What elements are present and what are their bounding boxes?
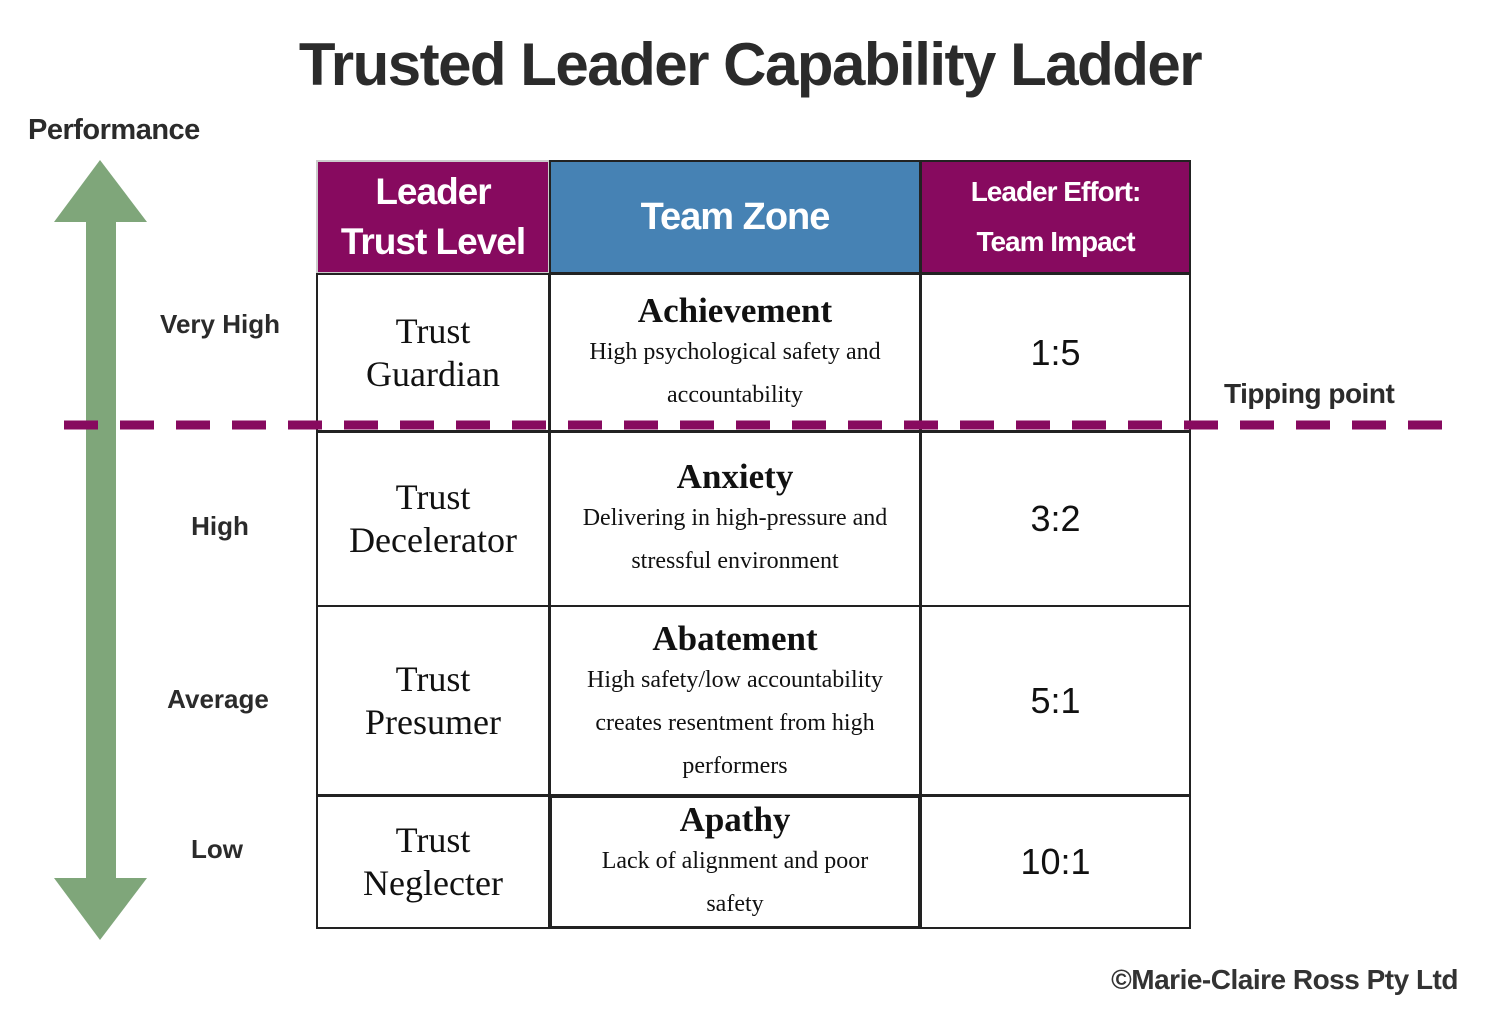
- zone-description: High psychological safety and accountabi…: [589, 339, 881, 408]
- level-very-high: Very High: [160, 309, 280, 339]
- header-team-zone: Team Zone: [549, 160, 921, 274]
- zone-description: Delivering in high-pressure and stressfu…: [582, 505, 888, 574]
- zone-name: Anxiety: [676, 457, 794, 496]
- copyright: ©Marie-Claire Ross Pty Ltd: [1111, 964, 1458, 995]
- team-zone-cell: Apathy Lack of alignment and poor safety: [549, 795, 921, 929]
- effort-ratio: 5:1: [1030, 679, 1081, 721]
- level-high: High: [191, 511, 249, 541]
- trust-level-text: Trust Presumer: [365, 658, 501, 742]
- team-zone-cell: Anxiety Delivering in high-pressure and s…: [549, 431, 921, 607]
- trust-level-text: Trust Guardian: [366, 310, 500, 394]
- zone-description: Lack of alignment and poor safety: [601, 848, 869, 917]
- team-zone-cell: Achievement High psychological safety and…: [549, 273, 921, 432]
- level-average: Average: [167, 684, 269, 714]
- trust-level-text: Trust Decelerator: [349, 477, 517, 560]
- effort-ratio: 1:5: [1030, 331, 1081, 373]
- page-title: Trusted Leader Capability Ladder: [298, 31, 1203, 98]
- header-trust-level: Leader Trust Level: [316, 160, 550, 274]
- trust-level-cell: Trust Presumer: [316, 605, 550, 796]
- zone-description: High safety/low accountability creates r…: [587, 667, 883, 779]
- level-low: Low: [191, 834, 243, 864]
- effort-ratio: 10:1: [1020, 841, 1091, 882]
- zone-name: Achievement: [637, 291, 833, 330]
- axis-label: Performance: [28, 114, 200, 146]
- trust-level-cell: Trust Neglecter: [316, 795, 550, 929]
- effort-cell: 1:5: [920, 273, 1191, 432]
- zone-name: Apathy: [679, 800, 791, 839]
- effort-cell: 10:1: [920, 795, 1191, 929]
- trust-level-cell: Trust Guardian: [316, 273, 550, 432]
- trust-level-cell: Trust Decelerator: [316, 431, 550, 607]
- zone-name: Abatement: [652, 619, 818, 658]
- tipping-point-label: Tipping point: [1224, 378, 1395, 409]
- team-zone-cell: Abatement High safety/low accountability …: [549, 605, 921, 796]
- header-effort: Leader Effort: Team Impact: [920, 160, 1191, 274]
- trust-level-text: Trust Neglecter: [363, 820, 503, 903]
- effort-ratio: 3:2: [1030, 498, 1081, 539]
